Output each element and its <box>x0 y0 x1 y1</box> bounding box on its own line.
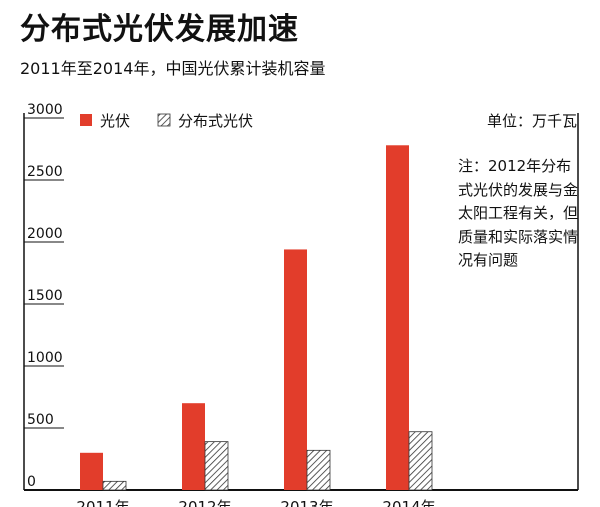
x-axis-labels: 2011年 2012年 2013年 2014年 <box>76 498 435 507</box>
bar-solar <box>386 145 409 490</box>
bar-distributed <box>102 480 127 491</box>
chart-subtitle: 2011年至2014年，中国光伏累计装机容量 <box>20 59 326 78</box>
bar-solar <box>182 403 205 490</box>
legend-swatch-solar <box>80 114 92 126</box>
y-tick-label: 3000 <box>27 102 63 118</box>
bar-solar <box>284 249 307 490</box>
bar-distributed <box>408 431 433 491</box>
bar-distributed <box>204 441 229 491</box>
x-tick-label: 2011年 <box>76 498 129 507</box>
bar-solar <box>80 452 103 490</box>
y-axis-ticks: 3000 2500 2000 1500 1000 500 0 <box>24 102 64 491</box>
legend-label-distributed: 分布式光伏 <box>178 112 253 130</box>
y-tick-label: 2500 <box>27 164 63 180</box>
x-tick-label: 2013年 <box>280 498 333 507</box>
chart-note: 注：2012年分布式光伏的发展与金太阳工程有关，但质量和实际落实情况有问题 <box>458 157 579 269</box>
x-tick-label: 2014年 <box>382 498 435 507</box>
legend-label-solar: 光伏 <box>100 112 130 130</box>
bar-distributed <box>306 449 331 491</box>
x-tick-label: 2012年 <box>178 498 231 507</box>
y-tick-label: 500 <box>27 412 54 428</box>
y-tick-label: 1000 <box>27 350 63 366</box>
legend: 光伏 分布式光伏 <box>80 112 253 130</box>
y-tick-label: 0 <box>27 474 36 490</box>
y-tick-label: 2000 <box>27 226 63 242</box>
chart-title: 分布式光伏发展加速 <box>20 12 299 47</box>
y-tick-label: 1500 <box>27 288 63 304</box>
bars <box>80 145 433 491</box>
unit-label: 单位：万千瓦 <box>487 112 577 130</box>
legend-swatch-distributed <box>157 113 171 127</box>
